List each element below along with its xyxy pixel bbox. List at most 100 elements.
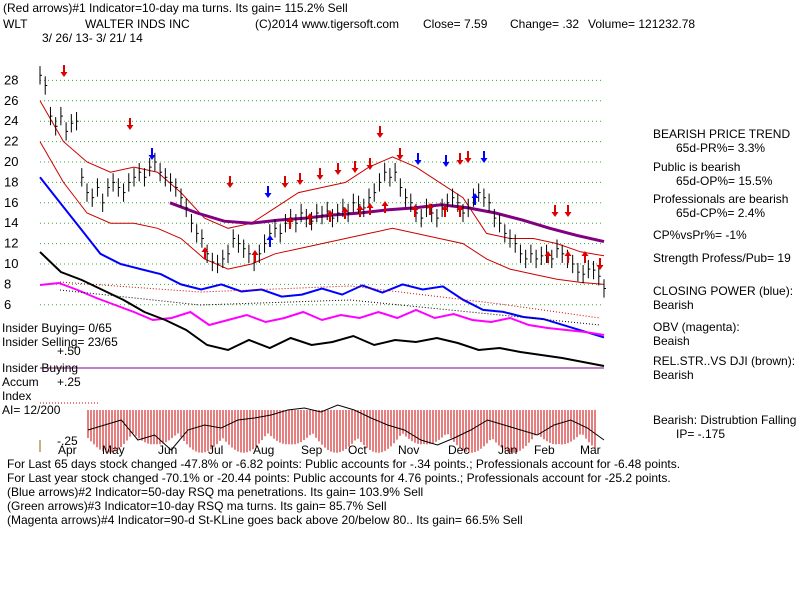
sell-arrow-head — [464, 158, 472, 163]
relstr-label: REL.STR..VS DJI (brown): — [653, 354, 796, 368]
y-tick-label: 22 — [4, 134, 18, 149]
trend-title: BEARISH PRICE TREND — [653, 127, 791, 141]
date-range: 3/ 26/ 13- 3/ 21/ 14 — [42, 31, 143, 45]
sell-arrow-head — [480, 158, 488, 163]
insider-buying-label: Insider Buying — [2, 361, 79, 375]
accum-label: Accum — [2, 375, 39, 389]
distribution-label: Bearish: Distrubtion Falling — [653, 413, 797, 427]
ma-long-line — [169, 201, 605, 244]
accum-plus50: +.50 — [57, 344, 81, 358]
y-tick-label: 18 — [4, 174, 18, 189]
buy-arrow-head — [201, 247, 209, 252]
footer-65day: For Last 65 days stock changed -47.8% or… — [7, 457, 681, 471]
buy-arrow-head — [471, 193, 479, 198]
buy-arrow-head — [581, 251, 589, 256]
x-tick-label: Mar — [580, 443, 601, 457]
ai-value: AI= 12/200 — [2, 403, 61, 417]
copyright-text: (C)2014 www.tigersoft.com — [255, 17, 400, 31]
x-tick-label: May — [102, 443, 125, 457]
sell-arrow-head — [366, 165, 374, 170]
buy-arrow-head — [456, 205, 464, 210]
y-tick-label: 12 — [4, 236, 18, 251]
sell-arrow-head — [596, 265, 604, 270]
buy-arrow-head — [426, 203, 434, 208]
sell-arrow-head — [334, 170, 342, 175]
cp-vs-pr: CP%vsPr%= -1% — [653, 228, 747, 242]
x-tick-label: Apr — [58, 443, 77, 457]
sell-arrow-head — [396, 155, 404, 160]
buy-arrow-head — [326, 210, 334, 215]
y-tick-label: 14 — [4, 215, 18, 230]
x-tick-label: Jan — [498, 443, 517, 457]
cp-value: 65d-CP%= 2.4% — [676, 206, 766, 220]
buy-arrow-head — [366, 203, 374, 208]
ma-upper-band — [39, 100, 605, 257]
sell-arrow-head — [376, 133, 384, 138]
y-tick-label: 6 — [4, 297, 11, 312]
sell-arrow-head — [564, 212, 572, 217]
x-tick-label: Sep — [301, 443, 323, 457]
x-tick-label: Dec — [448, 443, 469, 457]
accum-plus25: +.25 — [57, 375, 81, 389]
volume-value: Volume= 121232.78 — [588, 17, 696, 31]
insider-selling-count: Insider Selling= 23/65 — [2, 335, 118, 349]
footer-blue-arrows: (Blue arrows)#2 Indicator=50-day RSQ ma … — [7, 485, 424, 499]
footer-green-arrows: (Green arrows)#3 Indicator=10-day RSQ ma… — [7, 499, 387, 513]
buy-arrow-head — [564, 251, 572, 256]
buy-arrow-head — [306, 213, 314, 218]
y-tick-label: 10 — [4, 256, 18, 271]
sell-arrow-head — [456, 160, 464, 165]
y-tick-label: 20 — [4, 154, 18, 169]
buy-arrow-head — [441, 205, 449, 210]
y-tick-label: 8 — [4, 276, 11, 291]
obv-label: OBV (magenta): — [653, 320, 740, 334]
sell-arrow-head — [551, 212, 559, 217]
x-tick-label: Oct — [348, 443, 367, 457]
relative-strength-line — [39, 251, 605, 367]
professionals-status: Professionals are bearish — [653, 192, 789, 206]
sell-arrow-head — [264, 193, 272, 198]
footer-year: For Last year stock changed -70.1% or -2… — [7, 471, 671, 485]
y-tick-label: 16 — [4, 195, 18, 210]
buy-arrow-head — [266, 235, 274, 240]
sell-arrow-head — [351, 168, 359, 173]
obv-value: Beaish — [653, 334, 690, 348]
ma-lower-band — [39, 141, 605, 285]
buy-arrow-head — [251, 250, 259, 255]
buy-arrow-head — [411, 205, 419, 210]
sell-arrow-head — [296, 180, 304, 185]
sell-arrow-head — [316, 175, 324, 180]
relstr-value: Bearish — [653, 368, 694, 382]
buy-arrow-head — [356, 205, 364, 210]
insider-buying-count: Insider Buying= 0/65 — [2, 321, 112, 335]
sell-arrow-head — [442, 162, 450, 167]
close-value: Close= 7.59 — [423, 17, 488, 31]
accum-minus25: -.25 — [57, 434, 78, 448]
x-tick-label: Feb — [534, 443, 555, 457]
closing-power-value: Bearish — [653, 298, 694, 312]
symbol-label: WLT — [3, 17, 28, 31]
footer-magenta-arrows: (Magenta arrows)#4 Indicator=90-d St-KLi… — [7, 513, 523, 527]
pr-value: 65d-PR%= 3.3% — [676, 141, 766, 155]
sell-arrow-head — [148, 155, 156, 160]
buy-arrow-head — [381, 201, 389, 206]
x-tick-label: Nov — [398, 443, 419, 457]
closing-power-label: CLOSING POWER (blue): — [653, 284, 794, 298]
buy-arrow-head — [286, 217, 294, 222]
sell-arrow-head — [281, 183, 289, 188]
sell-arrow-head — [60, 72, 68, 77]
sell-arrow-head — [414, 160, 422, 165]
y-tick-label: 24 — [4, 113, 18, 128]
op-value: 65d-OP%= 15.5% — [676, 174, 773, 188]
sell-arrow-head — [226, 183, 234, 188]
sell-arrow-head — [126, 125, 134, 130]
y-tick-label: 28 — [4, 72, 18, 87]
cp-ma-line — [59, 281, 601, 319]
x-tick-label: Jul — [208, 443, 223, 457]
x-tick-label: Jun — [158, 443, 177, 457]
buy-arrow-head — [544, 251, 552, 256]
ip-value: IP= -.175 — [676, 427, 726, 441]
company-name: WALTER INDS INC — [85, 17, 190, 31]
strength-ratio: Strength Profess/Pub= 19 — [653, 251, 791, 265]
